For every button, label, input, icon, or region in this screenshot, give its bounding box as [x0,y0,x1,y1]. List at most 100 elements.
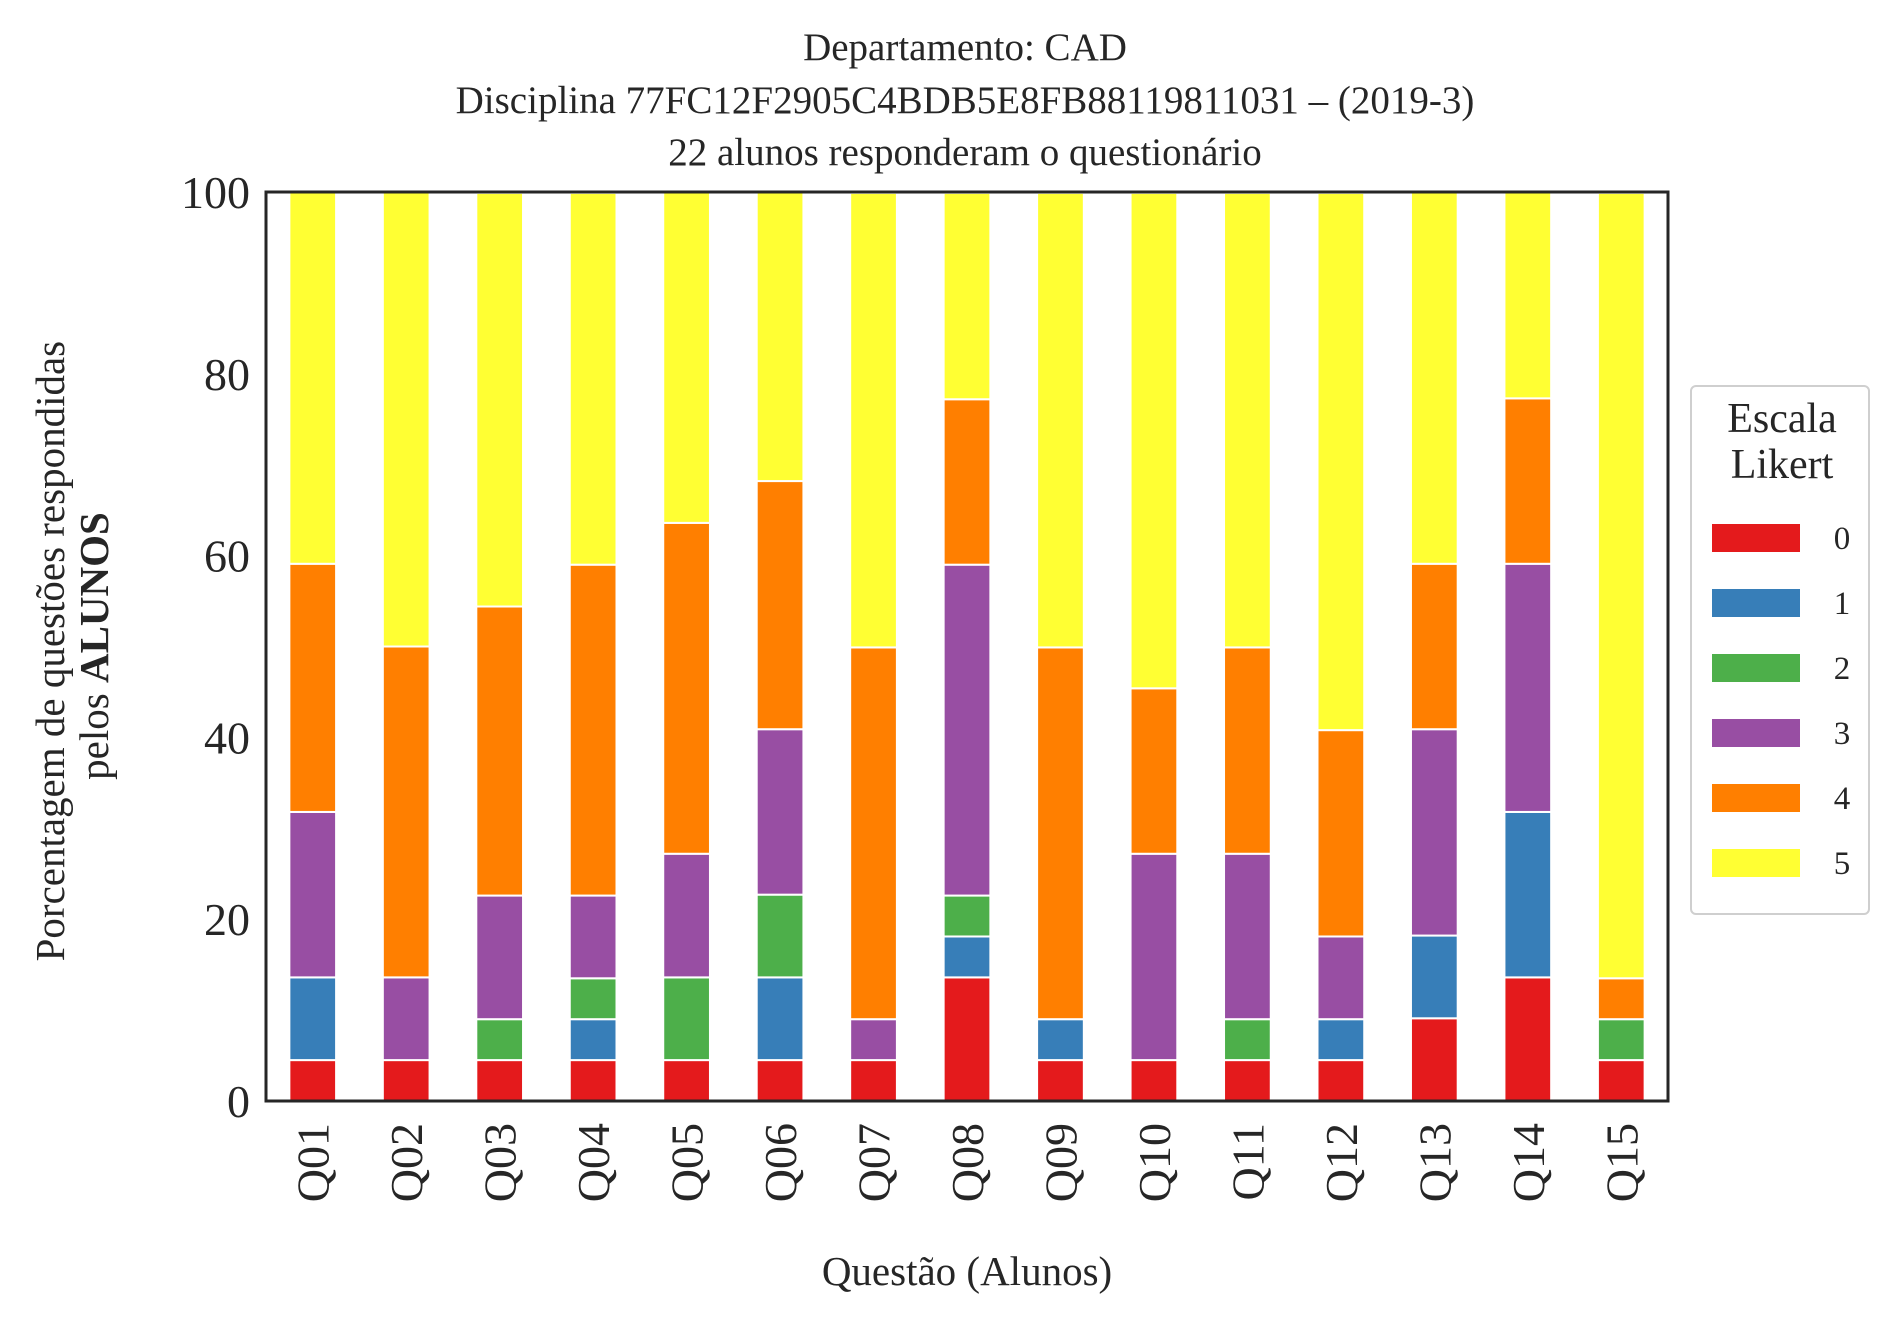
bar-Q06-likert-4 [755,480,805,731]
bar-Q05-likert-0 [662,1059,711,1102]
bar-Q06-likert-5 [755,191,805,483]
legend-swatch-1 [1712,589,1800,617]
bar-Q10-likert-4 [1129,687,1179,855]
legend-label-2: 2 [1833,651,1851,687]
legend-swatch-3 [1712,719,1800,747]
bar-Q15-likert-5 [1596,191,1646,980]
bar-Q08-likert-4 [942,398,992,566]
bar-Q11-likert-2 [1223,1018,1272,1062]
bar-Q03-likert-5 [475,191,525,608]
y-axis-label-prefix: pelos [71,683,117,780]
bar-Q11-likert-0 [1223,1059,1272,1102]
legend-label-4: 4 [1833,781,1851,817]
legend-item-4: 4 [1692,779,1872,819]
x-tick-label-Q06: Q06 [755,1123,806,1202]
y-tick-label-100: 100 [181,167,250,218]
bar-Q14-likert-3 [1503,562,1553,813]
legend-item-1: 1 [1692,584,1872,624]
bar-Q09-likert-1 [1036,1018,1085,1062]
y-axis-label-line-2: pelos ALUNOS [71,512,117,780]
y-tick-label-60: 60 [204,531,250,582]
bars-layer [288,191,1646,1103]
x-tick-label-Q03: Q03 [475,1123,526,1202]
bar-Q04-likert-4 [568,563,618,897]
y-tick-label-20: 20 [204,894,250,945]
legend-swatch-2 [1712,654,1800,682]
bar-Q15-likert-2 [1596,1018,1646,1062]
bar-Q04-likert-0 [568,1059,618,1102]
bar-Q04-likert-3 [568,894,618,980]
chart-title-line-3: 22 alunos responderam o questionário [668,131,1262,174]
bar-Q01-likert-3 [288,810,338,979]
bar-Q01-likert-4 [288,562,338,813]
legend-item-5: 5 [1692,844,1872,884]
x-tick-label-Q07: Q07 [849,1123,900,1202]
bar-Q13-likert-0 [1409,1017,1459,1103]
x-tick-label-Q02: Q02 [381,1123,432,1202]
legend-label-1: 1 [1833,586,1851,622]
bar-Q13-likert-4 [1409,562,1459,731]
bar-Q13-likert-5 [1409,191,1459,565]
bar-Q01-likert-0 [288,1059,338,1102]
bar-Q06-likert-2 [755,893,805,979]
plot-frame [264,190,1670,1103]
x-tick-label-Q09: Q09 [1035,1123,1086,1202]
bar-Q01-likert-5 [288,191,338,565]
bar-Q02-likert-5 [381,191,431,648]
y-axis-label-bold: ALUNOS [71,512,117,683]
chart-title-line-1: Departamento: CAD [803,26,1127,69]
bar-Q08-likert-1 [942,935,992,979]
bar-Q12-likert-1 [1316,1018,1366,1062]
bar-Q07-likert-5 [849,191,898,649]
bar-Q05-likert-4 [662,521,711,855]
bar-Q10-likert-3 [1129,852,1179,1062]
legend-title-line-1: Escala [1727,396,1837,442]
x-tick-label-Q10: Q10 [1129,1123,1180,1202]
y-tick-label-0: 0 [227,1076,250,1127]
bar-Q11-likert-4 [1223,646,1272,855]
legend-swatch-4 [1712,784,1800,812]
y-tick-label-80: 80 [204,349,250,400]
bar-Q08-likert-0 [942,976,992,1102]
bar-Q03-likert-4 [475,605,525,897]
legend-label-3: 3 [1833,716,1851,752]
legend-swatch-5 [1712,849,1800,877]
bar-Q14-likert-1 [1503,810,1553,979]
bar-Q02-likert-0 [381,1059,431,1102]
bar-Q03-likert-3 [475,894,525,1021]
bar-Q08-likert-5 [942,191,992,401]
x-tick-label-Q15: Q15 [1596,1123,1647,1202]
bar-Q09-likert-5 [1036,191,1085,649]
bar-Q12-likert-0 [1316,1059,1366,1102]
x-tick-label-Q13: Q13 [1409,1123,1460,1202]
bar-Q11-likert-5 [1223,191,1272,649]
bar-Q04-likert-5 [568,191,618,566]
chart-title-line-2: Disciplina 77FC12F2905C4BDB5E8FB88119811… [455,79,1475,122]
y-axis-label-line-1: Porcentagem de questões respondidas [27,341,73,962]
x-tick-label-Q14: Q14 [1503,1123,1554,1202]
legend-label-5: 5 [1833,846,1851,882]
legend-item-2: 2 [1692,649,1872,689]
bar-Q03-likert-0 [475,1059,525,1102]
bar-Q04-likert-1 [568,1018,618,1062]
x-tick-label-Q08: Q08 [942,1123,993,1202]
bar-Q05-likert-5 [662,191,711,524]
bar-Q12-likert-4 [1316,729,1366,938]
bar-Q11-likert-3 [1223,852,1272,1021]
bar-Q02-likert-3 [381,976,431,1062]
bar-Q14-likert-5 [1503,191,1553,400]
x-tick-label-Q04: Q04 [568,1123,619,1202]
bar-Q14-likert-4 [1503,397,1553,565]
bar-Q09-likert-0 [1036,1059,1085,1102]
x-tick-label-Q05: Q05 [662,1123,713,1202]
bar-Q14-likert-0 [1503,976,1553,1102]
bar-Q06-likert-3 [755,728,805,896]
x-axis-label: Questão (Alunos) [822,1248,1112,1294]
y-tick-label-40: 40 [204,712,250,763]
bar-Q15-likert-0 [1596,1059,1646,1102]
y-axis-label: Porcentagem de questões respondidas pelo… [27,331,117,962]
bar-Q15-likert-4 [1596,977,1646,1021]
bar-Q08-likert-2 [942,894,992,938]
x-tick-label-Q01: Q01 [288,1123,339,1202]
